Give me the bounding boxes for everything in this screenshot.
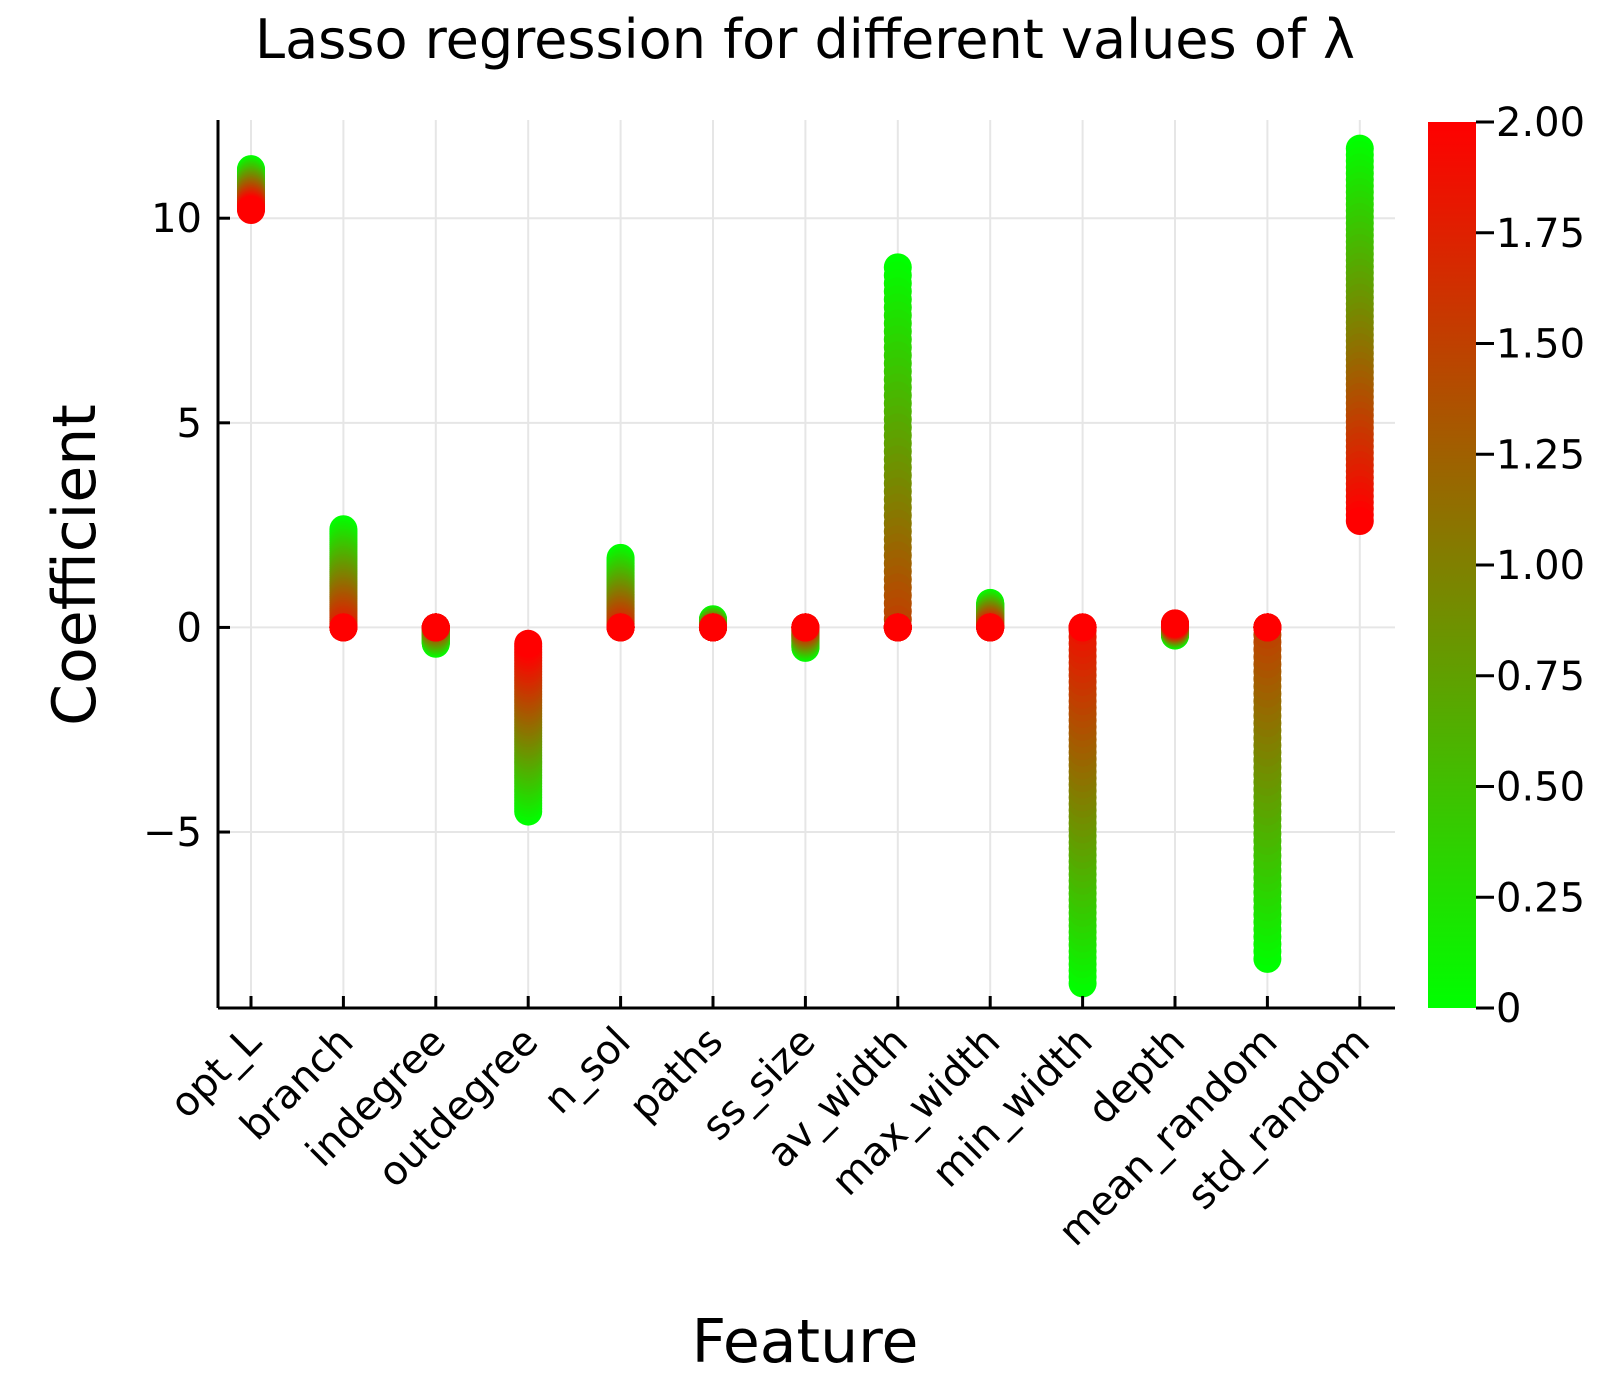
colorbar-tick-label: 1.75: [1496, 211, 1585, 257]
colorbar-tick-label: 0.25: [1496, 875, 1585, 921]
x-axis-label: Feature: [692, 1307, 919, 1377]
data-point: [329, 613, 358, 642]
y-tick-label: −5: [143, 810, 202, 856]
data-points: [237, 134, 1374, 998]
data-point: [421, 613, 450, 642]
y-axis-label: Coefficient: [40, 404, 110, 726]
data-point: [1161, 609, 1189, 638]
grid-lines: [218, 120, 1395, 1008]
data-point: [699, 613, 727, 642]
colorbar-tick-label: 0.75: [1496, 654, 1585, 700]
data-point: [976, 613, 1005, 642]
y-tick-label: 5: [177, 401, 202, 447]
y-tick-label: 10: [151, 196, 202, 242]
colorbar-tick-label: 2.00: [1496, 100, 1585, 146]
colorbar-tick-label: 0: [1496, 986, 1521, 1032]
colorbar-ticks: 2.00 1.75 1.50 1.25 1.00 0.75 0.50 0.25 0: [1476, 100, 1585, 1032]
data-point: [237, 196, 265, 225]
colorbar-tick-label: 0.50: [1496, 765, 1585, 811]
data-point: [1345, 507, 1374, 536]
chart-title: Lasso regression for different values of…: [255, 8, 1355, 71]
colorbar-tick-label: 1.00: [1496, 543, 1585, 589]
y-tick-label: 0: [177, 605, 202, 651]
data-point: [514, 629, 543, 658]
x-tick-labels: opt_Lbranchindegreeoutdegreen_solpathsss…: [161, 1018, 1379, 1255]
data-point: [791, 613, 820, 642]
colorbar: 2.00 1.75 1.50 1.25 1.00 0.75 0.50 0.25 0: [1428, 100, 1585, 1032]
data-point: [1068, 613, 1097, 642]
data-point: [1253, 613, 1282, 642]
colorbar-tick-label: 1.50: [1496, 322, 1585, 368]
y-tick-labels: 10 5 0 −5: [143, 196, 202, 856]
data-point: [883, 613, 912, 642]
colorbar-gradient: [1428, 122, 1476, 1008]
colorbar-tick-label: 1.25: [1496, 432, 1585, 478]
data-point: [606, 613, 635, 642]
axes: [216, 120, 1395, 1010]
x-tick-label: n_sol: [535, 1019, 639, 1123]
